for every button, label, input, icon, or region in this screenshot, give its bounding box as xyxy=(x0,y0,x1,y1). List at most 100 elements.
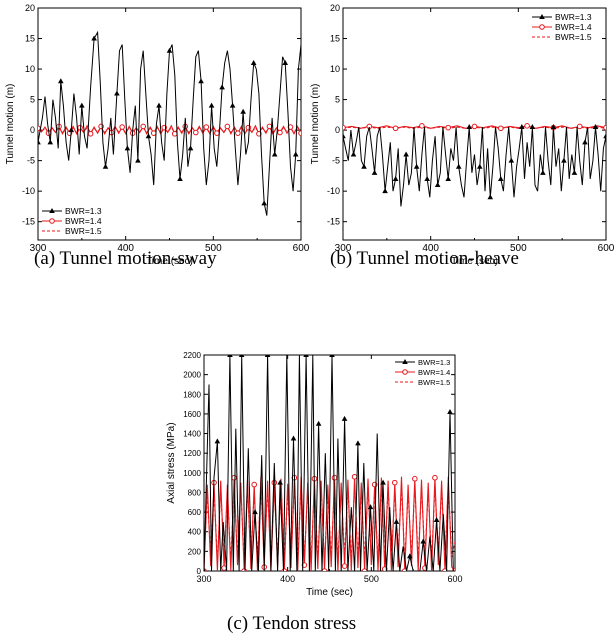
data-point xyxy=(135,157,141,163)
series-a-BWR-1_5 xyxy=(38,126,301,134)
series-line xyxy=(343,126,606,129)
data-point xyxy=(603,133,606,139)
data-point xyxy=(371,169,378,175)
data-point xyxy=(455,163,462,169)
data-point xyxy=(366,123,373,130)
data-point xyxy=(261,200,267,206)
y-axis-label-a: Tunnel motion (m) xyxy=(5,84,16,165)
data-point xyxy=(447,408,453,414)
data-point xyxy=(603,124,606,131)
data-point xyxy=(315,420,322,426)
y-tick-label-a: 15 xyxy=(25,34,35,44)
data-point xyxy=(119,124,125,130)
data-point xyxy=(271,151,278,157)
data-point xyxy=(420,538,427,544)
data-point xyxy=(550,124,557,131)
plot-frame-c xyxy=(203,354,456,572)
data-point xyxy=(476,163,483,169)
y-tick-label-c: 1600 xyxy=(183,410,201,419)
data-point xyxy=(343,124,346,131)
series-line xyxy=(204,484,455,562)
data-point xyxy=(343,133,346,139)
series-line xyxy=(343,125,606,129)
data-point xyxy=(45,130,52,136)
y-tick-label-a: 10 xyxy=(25,64,35,74)
data-point xyxy=(140,123,146,130)
data-point xyxy=(361,568,368,571)
data-point xyxy=(204,568,206,571)
y-tick-label-a: 5 xyxy=(30,95,35,105)
y-axis-label-b: Tunnel motion (m) xyxy=(310,84,321,165)
x-axis-label-c: Time (sec) xyxy=(306,587,353,598)
data-point xyxy=(264,355,271,357)
y-tick-label-a: -10 xyxy=(22,186,35,196)
data-point xyxy=(198,78,204,84)
data-point xyxy=(261,564,268,570)
data-point xyxy=(582,139,588,145)
legend-label: BWR=1.3 xyxy=(65,206,102,216)
data-point xyxy=(282,59,289,65)
data-point xyxy=(57,78,64,84)
data-point xyxy=(56,123,62,130)
data-point xyxy=(171,130,178,137)
data-point xyxy=(214,130,220,136)
data-point xyxy=(412,475,418,482)
series-c-BWR-1_5 xyxy=(204,484,455,562)
data-point xyxy=(38,139,41,145)
y-tick-label-a: -5 xyxy=(27,156,35,166)
data-point xyxy=(203,124,210,130)
data-point xyxy=(235,130,241,136)
data-point xyxy=(38,125,41,132)
data-point xyxy=(251,481,257,488)
legend-label: BWR=1.5 xyxy=(555,32,592,42)
series-line xyxy=(38,124,301,136)
data-point xyxy=(298,130,301,136)
data-point xyxy=(211,479,217,486)
x-tick-label-c: 500 xyxy=(364,574,379,584)
y-tick-label-b: 5 xyxy=(335,95,340,105)
legend-marker xyxy=(49,218,55,224)
data-point xyxy=(166,47,173,53)
y-tick-label-c: 1000 xyxy=(183,469,201,478)
plot-frame-b xyxy=(342,7,607,241)
data-point xyxy=(331,474,338,481)
data-point xyxy=(550,124,557,130)
data-point xyxy=(287,124,294,130)
data-point xyxy=(508,157,515,163)
data-point xyxy=(291,474,298,481)
data-point xyxy=(424,175,430,181)
data-point xyxy=(498,175,504,181)
data-point xyxy=(161,124,168,131)
data-point xyxy=(250,59,257,65)
data-point xyxy=(68,127,75,133)
data-point xyxy=(402,568,408,571)
data-point xyxy=(371,481,378,488)
data-point xyxy=(419,123,425,129)
data-point xyxy=(281,568,288,571)
data-point xyxy=(592,124,599,130)
y-tick-label-a: -15 xyxy=(22,217,35,227)
y-tick-label-c: 200 xyxy=(188,547,202,556)
data-point xyxy=(519,124,525,130)
series-a-BWR-1_4 xyxy=(38,123,301,137)
legend-marker xyxy=(402,359,408,364)
x-tick-label-c: 600 xyxy=(447,574,462,584)
series-c-BWR-1_3 xyxy=(204,355,455,571)
y-axis-label-c: Axial stress (MPa) xyxy=(166,422,177,503)
data-point xyxy=(367,504,374,510)
legend-label: BWR=1.3 xyxy=(418,358,450,367)
data-point xyxy=(351,473,358,480)
caption-c: (c) Tendon stress xyxy=(227,613,357,634)
data-point xyxy=(129,130,136,136)
data-point xyxy=(529,124,536,130)
data-point xyxy=(182,123,189,130)
legend-label: BWR=1.4 xyxy=(65,216,102,226)
data-point xyxy=(392,125,399,132)
plot-frame-a xyxy=(37,7,302,241)
data-point xyxy=(277,129,283,136)
data-point xyxy=(102,163,109,169)
y-tick-label-c: 600 xyxy=(188,508,202,517)
